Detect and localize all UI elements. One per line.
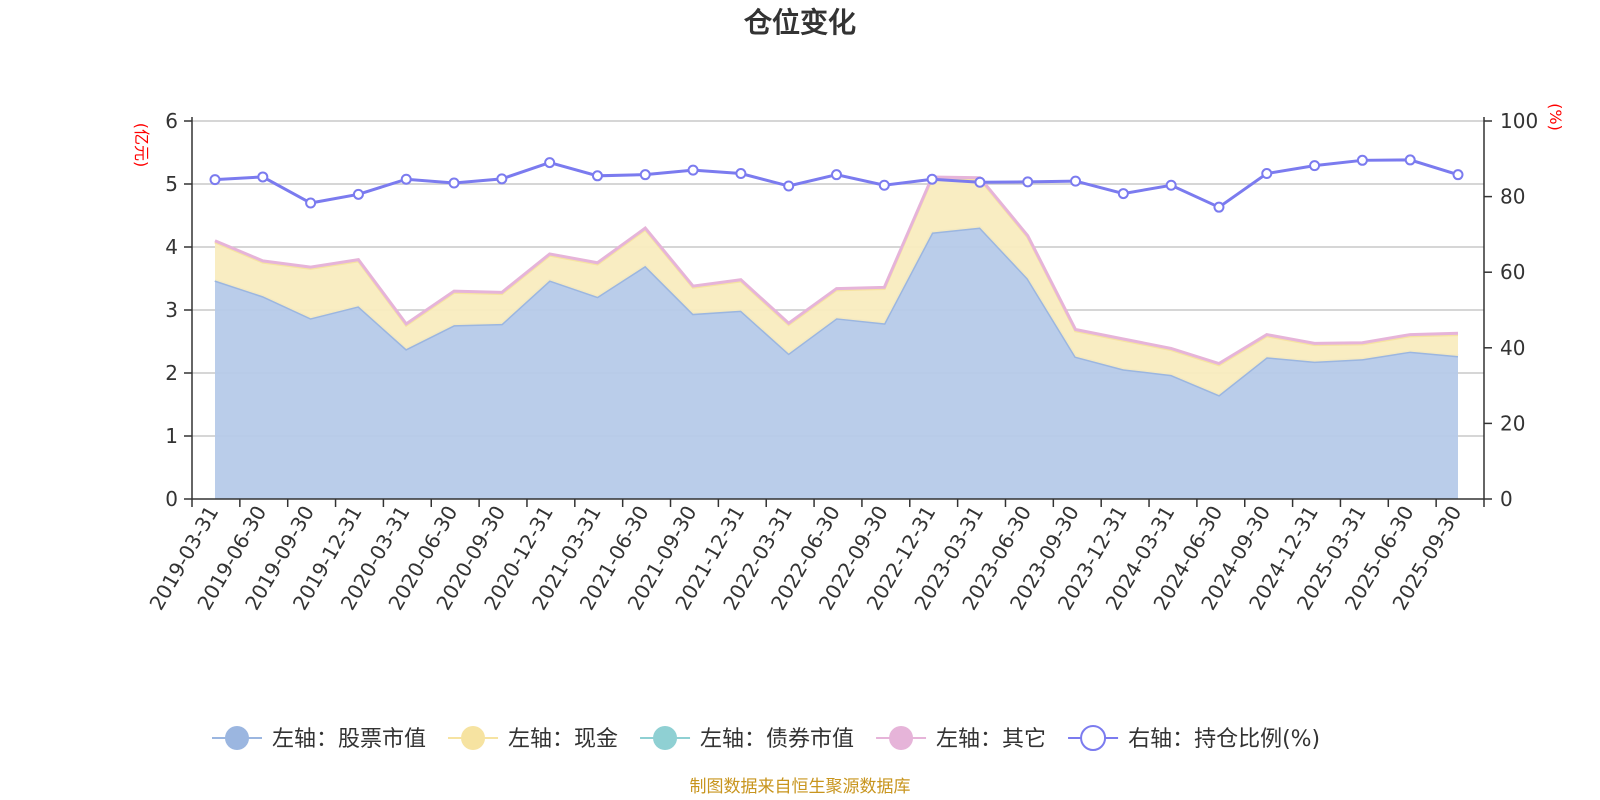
ratio-point-15 [926, 173, 938, 185]
right-tick-label-20: 20 [1500, 411, 1525, 435]
legend-item-4: 右轴：持仓比例(%) [1068, 725, 1320, 752]
ratio-point-4 [400, 173, 412, 185]
right-tick-label-60: 60 [1500, 260, 1525, 284]
ratio-point-6 [496, 173, 508, 185]
left-tick-label-2: 2 [165, 361, 178, 385]
ratio-point-3 [352, 188, 364, 200]
legend-label-2: 左轴：债券市值 [700, 727, 854, 752]
legend-label-1: 左轴：现金 [508, 727, 618, 752]
ratio-point-10 [687, 164, 699, 176]
legend-marker-1 [461, 726, 486, 750]
legend-marker-2 [653, 726, 678, 750]
ratio-point-8 [591, 170, 603, 182]
ratio-point-22 [1261, 168, 1273, 180]
legend-label-4: 右轴：持仓比例(%) [1128, 727, 1320, 752]
ratio-point-14 [878, 179, 890, 191]
ratio-point-21 [1213, 201, 1225, 213]
legend-marker-4 [1080, 725, 1107, 751]
ratio-point-25 [1404, 154, 1416, 166]
legend-item-1: 左轴：现金 [448, 726, 618, 752]
legend-marker-0 [225, 726, 249, 750]
ratio-point-18 [1070, 175, 1082, 187]
ratio-point-0 [209, 174, 221, 186]
left-tick-label-1: 1 [165, 424, 178, 448]
right-tick-label-40: 40 [1500, 336, 1525, 360]
legend-label-0: 左轴：股票市值 [272, 727, 426, 752]
chart-title: 仓位变化 [744, 6, 856, 39]
x-axis-ticks: 2019-03-312019-06-302019-09-302019-12-31… [144, 499, 1485, 614]
ratio-point-11 [735, 168, 747, 180]
area-layers [214, 175, 1459, 499]
legend-item-3: 左轴：其它 [876, 726, 1046, 752]
left-tick-label-6: 6 [165, 109, 178, 133]
ratio-point-1 [257, 171, 269, 183]
left-tick-label-5: 5 [165, 172, 178, 196]
right-tick-label-80: 80 [1500, 185, 1525, 209]
ratio-point-24 [1356, 154, 1368, 166]
left-axis-unit: (亿元) [132, 123, 151, 168]
legend-item-2: 左轴：债券市值 [640, 726, 854, 752]
left-tick-label-4: 4 [165, 235, 178, 259]
ratio-point-17 [1022, 176, 1034, 188]
ratio-point-5 [448, 177, 460, 189]
ratio-point-12 [783, 180, 795, 192]
ratio-point-26 [1452, 169, 1464, 181]
ratio-point-2 [305, 197, 317, 209]
legend-marker-3 [889, 726, 914, 750]
right-tick-label-0: 0 [1500, 487, 1513, 511]
ratio-point-13 [831, 169, 842, 181]
legend-label-3: 左轴：其它 [936, 727, 1046, 752]
ratio-point-9 [639, 169, 651, 181]
area-line-3 [214, 175, 1459, 366]
data-source-note: 制图数据来自恒生聚源数据库 [690, 777, 911, 797]
holding-ratio-series [209, 154, 1464, 213]
legend-item-0: 左轴：股票市值 [212, 726, 426, 752]
area-0 [215, 227, 1458, 499]
left-tick-label-3: 3 [165, 298, 178, 322]
ratio-point-19 [1117, 188, 1129, 200]
ratio-point-7 [544, 157, 556, 169]
ratio-point-20 [1165, 179, 1177, 191]
right-axis-unit: (%) [1546, 103, 1565, 131]
ratio-point-23 [1309, 160, 1321, 172]
left-tick-label-0: 0 [165, 487, 178, 511]
legend: 左轴：股票市值 左轴：现金 左轴：债券市值 左轴：其它 右轴：持仓比例(%) [212, 725, 1320, 752]
ratio-point-16 [974, 176, 986, 188]
right-tick-label-100: 100 [1500, 109, 1538, 133]
